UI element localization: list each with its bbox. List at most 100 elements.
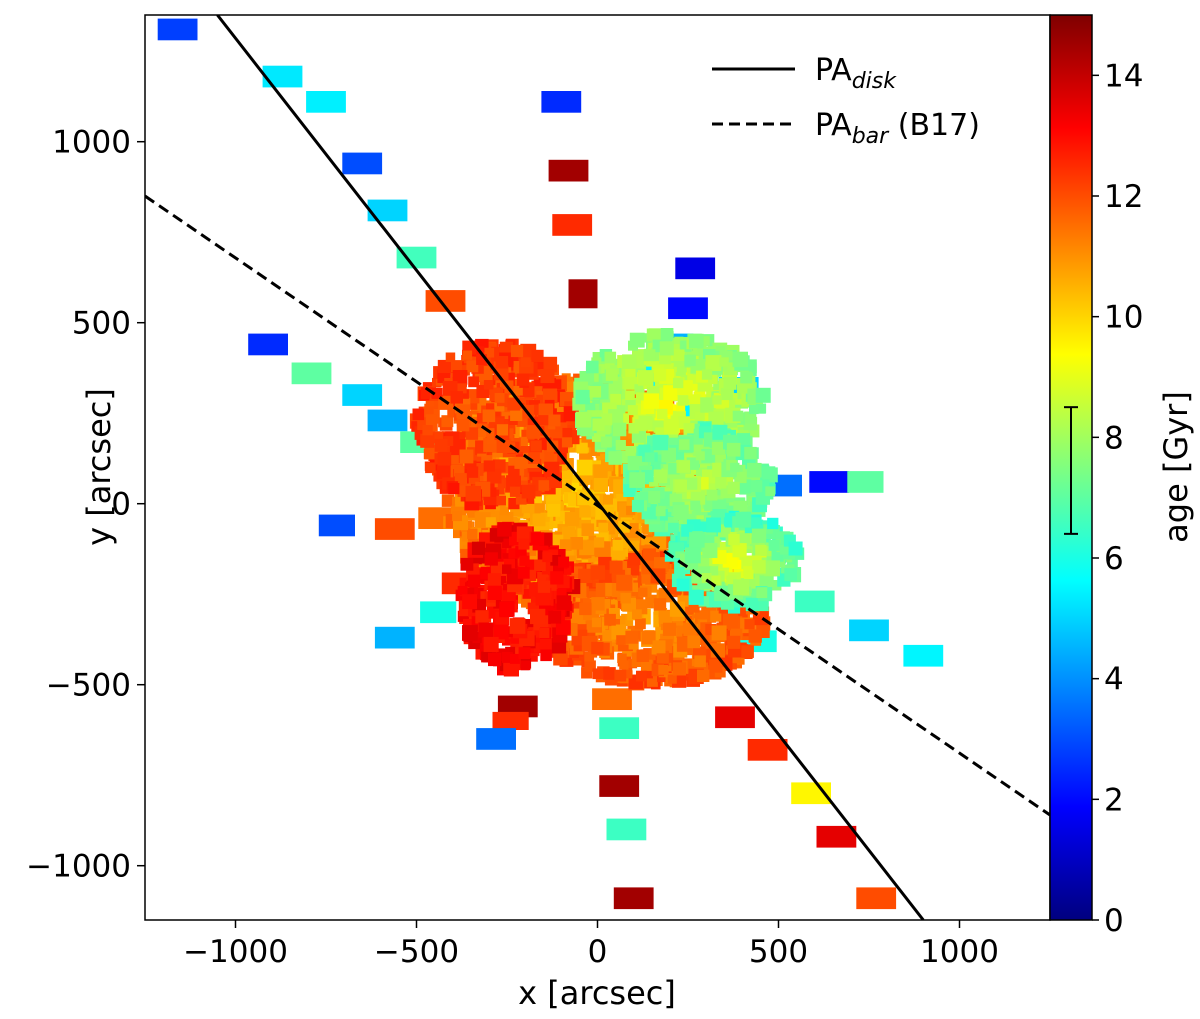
bin-6-202 <box>779 543 791 555</box>
pointing-tile-7 <box>248 333 288 356</box>
bin-5-134 <box>525 569 537 581</box>
bin-0-1008 <box>617 432 630 444</box>
bin-4-449 <box>748 629 762 643</box>
bin-5-272 <box>537 580 551 593</box>
bin-0-893 <box>576 459 593 476</box>
pointing-tile-39 <box>847 471 884 493</box>
bin-5-258 <box>558 556 570 568</box>
bin-5-239 <box>481 651 492 663</box>
bin-0-767 <box>598 522 609 533</box>
bin-2-388 <box>655 427 667 439</box>
bin-4-180 <box>634 618 646 630</box>
bin-2-382 <box>755 403 766 414</box>
bin-4-405 <box>553 651 568 666</box>
bin-1-408 <box>450 391 463 404</box>
bin-3-274 <box>655 506 666 517</box>
bin-1-315 <box>422 425 433 436</box>
bin-6-206 <box>752 560 766 574</box>
bin-2-366 <box>628 423 639 434</box>
bin-5-277 <box>460 557 474 571</box>
bin-4-352 <box>619 628 631 641</box>
bin-4-493 <box>590 565 606 580</box>
y-tick-label: −1000 <box>26 849 131 885</box>
bin-5-247 <box>550 571 564 585</box>
bin-5-232 <box>556 588 567 599</box>
bin-0-963 <box>547 504 561 517</box>
bin-2-445 <box>683 423 697 437</box>
bin-4-489 <box>579 602 592 616</box>
bin-6-4 <box>787 558 798 569</box>
bin-6-133 <box>745 597 760 612</box>
bin-0-91 <box>586 535 597 545</box>
colorbar-label: age [Gyr] <box>1157 391 1195 543</box>
bin-1-242 <box>532 363 545 376</box>
bin-5-261 <box>517 566 530 579</box>
bin-4-396 <box>621 667 633 679</box>
bin-6-201 <box>702 542 718 558</box>
bin-4-242 <box>730 652 742 664</box>
bin-5-184 <box>519 555 530 566</box>
bin-2-401 <box>625 446 636 457</box>
x-tick-label: 500 <box>749 934 808 970</box>
bin-2-449 <box>659 341 674 356</box>
pointing-tile-13 <box>374 518 415 540</box>
bin-2-207 <box>689 394 702 407</box>
pointing-tile-47 <box>816 825 857 848</box>
bin-1-250 <box>544 451 554 461</box>
bin-1-364 <box>555 412 567 423</box>
bin-3-269 <box>762 466 776 480</box>
bin-6-209 <box>756 587 768 599</box>
y-tick-label: 0 <box>111 487 131 523</box>
bin-2-337 <box>722 350 733 361</box>
pointing-tile-5 <box>396 246 437 269</box>
bin-0-876 <box>642 523 654 535</box>
bin-3-248 <box>678 461 691 473</box>
bin-5-129 <box>496 576 506 586</box>
bin-4-498 <box>632 609 642 620</box>
bin-2-423 <box>622 354 637 369</box>
bin-2-235 <box>694 411 705 422</box>
bin-4-486 <box>687 635 701 649</box>
bin-4-244 <box>592 577 603 588</box>
bin-1-362 <box>483 460 495 472</box>
bin-2-239 <box>713 380 723 391</box>
bin-0-1055 <box>532 513 546 527</box>
pointing-tile-22 <box>541 91 582 113</box>
bin-2-275 <box>618 413 630 425</box>
bin-3-286 <box>765 486 775 497</box>
bin-2-189 <box>625 367 636 378</box>
bin-4-79 <box>584 660 596 672</box>
bin-5-217 <box>516 526 533 542</box>
bin-5-262 <box>556 595 572 610</box>
bin-0-1049 <box>499 506 509 516</box>
bin-1-417 <box>495 356 509 369</box>
bin-2-441 <box>612 422 627 437</box>
legend-entry-bar: PAbar (B17) <box>815 108 980 149</box>
bin-2-407 <box>589 386 602 398</box>
bin-1-413 <box>465 485 481 502</box>
bin-1-328 <box>553 438 565 450</box>
bin-2-448 <box>592 418 605 431</box>
bin-4-401 <box>619 660 629 670</box>
bin-1-108 <box>441 415 454 428</box>
bin-2-230 <box>624 376 637 390</box>
pointing-tile-8 <box>291 362 332 385</box>
bin-3-298 <box>750 480 763 493</box>
x-tick-label: 1000 <box>920 934 999 970</box>
bin-1-371 <box>412 408 425 421</box>
pa-bar-line <box>145 194 1050 817</box>
bin-4-417 <box>573 641 584 652</box>
bin-2-305 <box>600 436 612 448</box>
bin-1-390 <box>496 495 506 506</box>
bin-0-918 <box>564 512 580 527</box>
bin-5-205 <box>527 602 540 615</box>
pointing-tile-31 <box>675 257 716 280</box>
bin-2-192 <box>730 393 743 405</box>
bin-4-464 <box>727 635 741 649</box>
bin-0-860 <box>532 503 545 515</box>
bin-0-1033 <box>577 442 588 454</box>
bin-4-348 <box>584 651 595 662</box>
bin-3-255 <box>747 462 762 478</box>
pointing-tile-23 <box>548 159 589 182</box>
